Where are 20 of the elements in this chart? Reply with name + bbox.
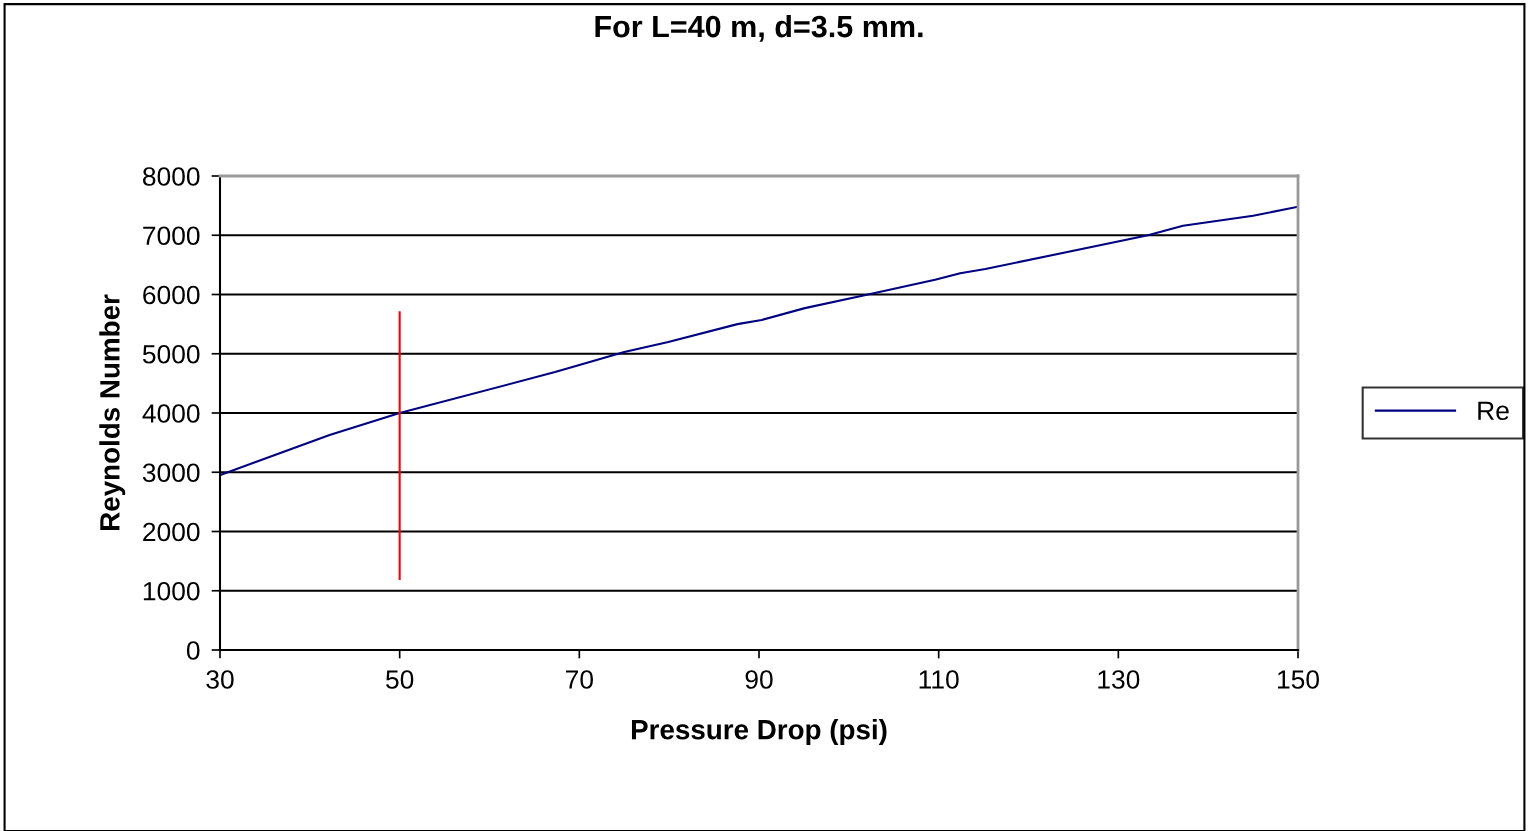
x-axis-title: Pressure Drop (psi) [631, 719, 887, 745]
y-tick-label: 2000 [143, 522, 200, 542]
x-tick-label: 90 [745, 670, 773, 689]
x-tick-label: 30 [206, 670, 234, 689]
y-axis-title: Reynolds Number [99, 294, 126, 530]
x-tick-label: 130 [1098, 670, 1140, 689]
y-tick-label: 7000 [143, 226, 200, 246]
y-tick-label: 1000 [143, 581, 200, 601]
x-tick-label: 70 [566, 670, 593, 689]
legend-label: Re [1478, 401, 1509, 421]
y-tick-label: 0 [186, 641, 200, 660]
y-tick-label: 4000 [142, 404, 200, 423]
y-tick-label: 8000 [143, 167, 200, 186]
y-tick-label: 3000 [142, 463, 200, 483]
chart-title: For L=40 m, d=3.5 mm. [595, 14, 923, 42]
x-tick-label: 150 [1278, 670, 1319, 689]
x-tick-label: 110 [919, 670, 959, 689]
y-tick-label: 5000 [142, 344, 200, 364]
x-tick-label: 50 [386, 670, 414, 689]
y-tick-label: 6000 [143, 285, 200, 305]
